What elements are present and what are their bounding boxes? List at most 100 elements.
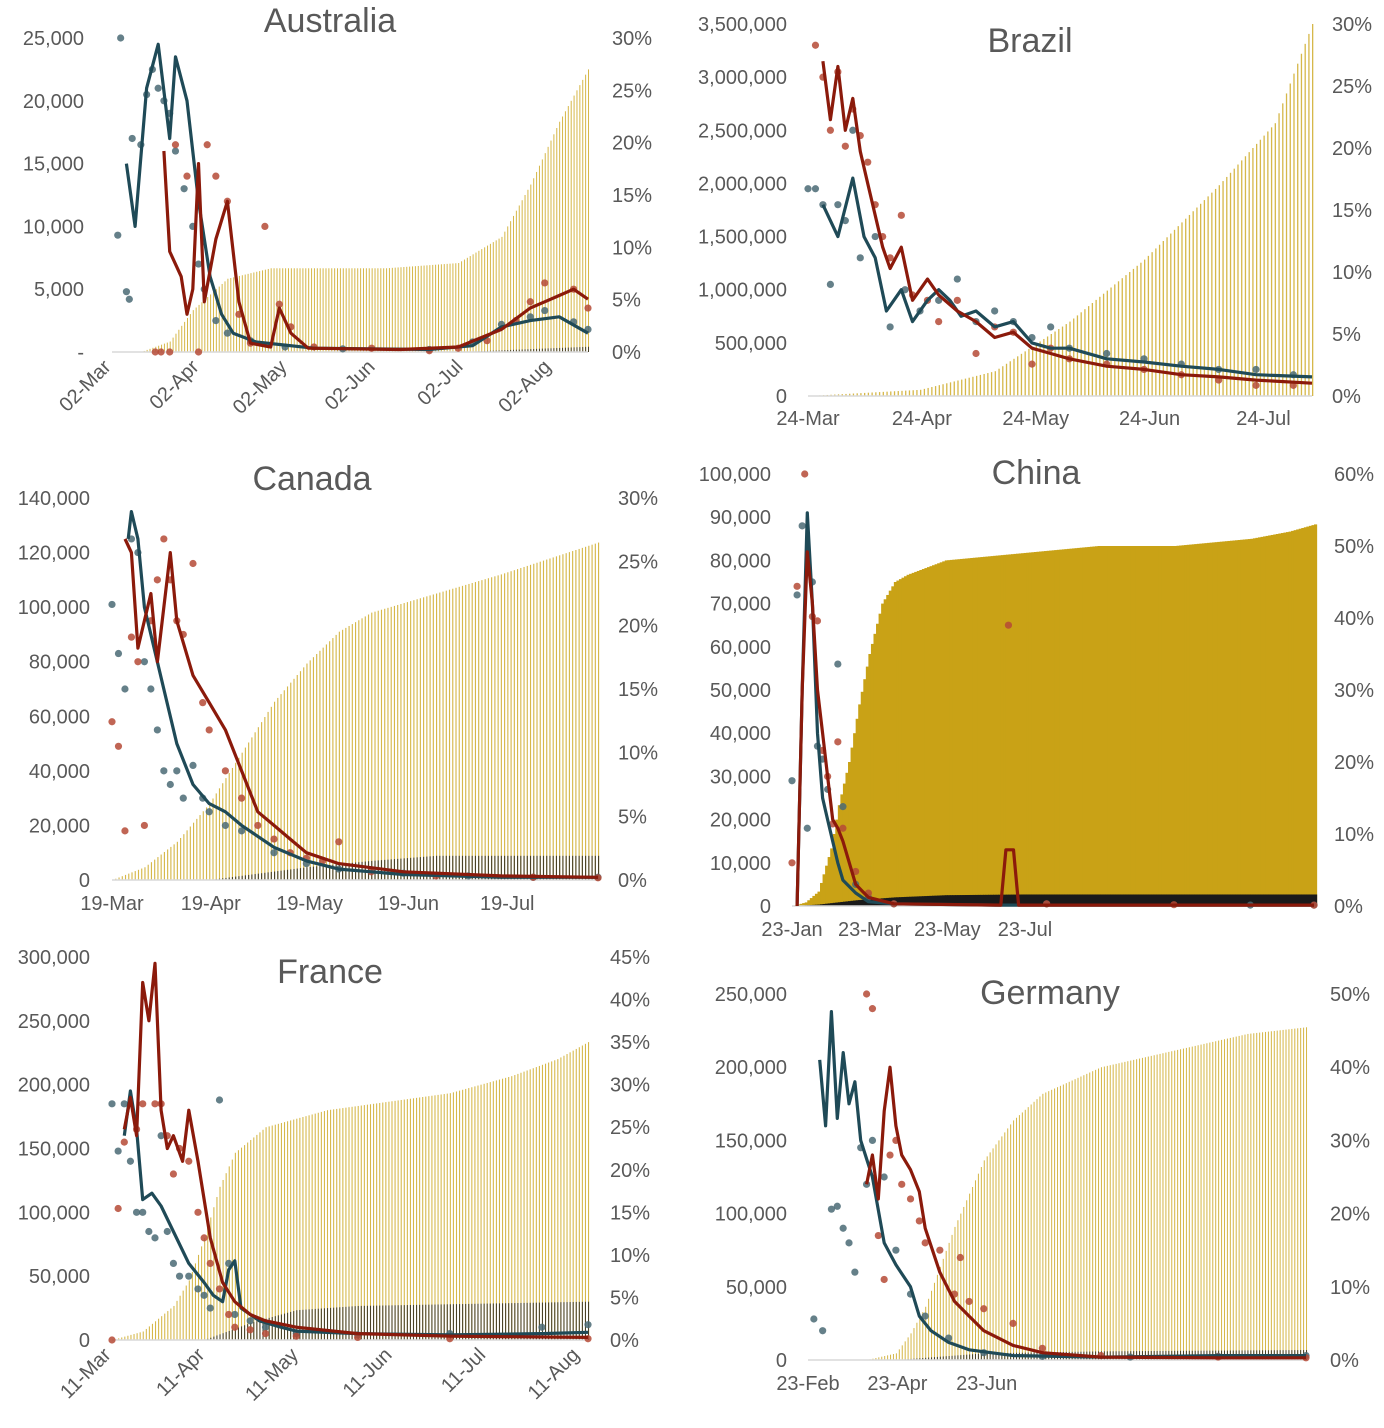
- pct-bar: [1278, 113, 1279, 396]
- red-dot: [189, 560, 196, 567]
- x-tick-label: 23-Apr: [867, 1373, 927, 1395]
- pct-bar: [913, 390, 914, 396]
- teal-dot: [141, 658, 148, 665]
- x-tick-label: 23-Feb: [776, 1373, 839, 1395]
- dark-bar: [966, 1355, 967, 1360]
- pct-bar: [1300, 1028, 1301, 1360]
- pct-bar: [499, 239, 500, 352]
- x-tick-label: 23-Jul: [998, 919, 1052, 941]
- pct-bar: [462, 586, 463, 880]
- red-dot: [254, 822, 261, 829]
- pct-bar: [1110, 288, 1111, 397]
- red-dot: [1252, 382, 1259, 389]
- y-right-tick-label: 10%: [618, 743, 658, 765]
- pct-bar: [137, 1333, 138, 1340]
- pct-bar: [1189, 215, 1190, 396]
- pct-bar: [376, 1103, 377, 1340]
- red-dot: [863, 990, 870, 997]
- pct-bar: [1148, 256, 1149, 396]
- pct-bar: [161, 855, 162, 880]
- dark-bar: [990, 1353, 991, 1360]
- pct-bar: [410, 1099, 411, 1340]
- red-dot: [108, 1336, 115, 1343]
- teal-series-line: [124, 1091, 588, 1335]
- red-dot: [115, 743, 122, 750]
- pct-bar: [325, 268, 326, 352]
- pct-bar: [969, 378, 970, 396]
- teal-dot: [247, 1317, 254, 1324]
- pct-bar: [579, 1047, 580, 1340]
- pct-bar: [293, 1120, 294, 1340]
- teal-dot: [869, 1137, 876, 1144]
- pct-bar: [1271, 1031, 1272, 1360]
- pct-bar: [931, 387, 932, 396]
- pct-bar: [352, 624, 353, 880]
- pct-bar: [582, 80, 583, 352]
- pct-bar: [332, 638, 333, 880]
- pct-bar: [1086, 1074, 1087, 1360]
- pct-bar: [357, 268, 358, 352]
- pct-bar: [193, 823, 194, 880]
- pct-bar: [380, 268, 381, 352]
- pct-bar: [1268, 1032, 1269, 1360]
- pct-bar: [1022, 1112, 1023, 1360]
- pct-bar: [998, 1140, 999, 1360]
- pct-bar: [138, 870, 139, 880]
- pct-bar: [374, 612, 375, 880]
- pct-bar: [174, 844, 175, 880]
- pct-bar: [1293, 74, 1294, 396]
- y-left-tick-label: 20,000: [29, 815, 90, 837]
- pct-bar: [398, 267, 399, 352]
- pct-bar: [946, 383, 947, 396]
- red-dot: [139, 1100, 146, 1107]
- y-left-tick-label: 3,500,000: [698, 14, 787, 36]
- chart-title: Germany: [980, 974, 1120, 1012]
- pct-bar: [297, 675, 298, 880]
- pct-bar: [1114, 284, 1115, 396]
- red-dot: [262, 1330, 269, 1337]
- pct-bar: [384, 609, 385, 880]
- pct-bar: [937, 1275, 938, 1360]
- x-tick-label: 11-Aug: [524, 1344, 584, 1404]
- pct-bar: [1206, 1043, 1207, 1360]
- teal-dot: [849, 127, 856, 134]
- pct-bar: [184, 322, 185, 352]
- pct-bar: [494, 576, 495, 880]
- pct-bar: [1218, 1041, 1219, 1360]
- pct-bar: [253, 1137, 254, 1340]
- pct-bar: [334, 268, 335, 352]
- pct-bar: [381, 610, 382, 880]
- pct-bar: [1201, 1045, 1202, 1360]
- pct-bar: [361, 1106, 362, 1340]
- teal-dot: [151, 1234, 158, 1241]
- pct-bar: [196, 308, 197, 352]
- pct-bar: [571, 101, 572, 352]
- pct-bar: [1051, 1090, 1052, 1360]
- pct-bar: [312, 1114, 313, 1340]
- teal-dot: [810, 1315, 817, 1322]
- pct-bar: [346, 268, 347, 352]
- pct-bar: [1089, 1073, 1090, 1360]
- pct-bar: [360, 268, 361, 352]
- teal-dot: [804, 825, 811, 832]
- pct-bar: [942, 384, 943, 396]
- pct-bar: [426, 265, 427, 352]
- pct-bars-australia: [144, 69, 589, 352]
- pct-bar: [1028, 1107, 1029, 1360]
- red-dot: [194, 1209, 201, 1216]
- pct-bar: [1036, 1099, 1037, 1360]
- pct-bar: [1221, 1040, 1222, 1360]
- dark-bar: [321, 1309, 322, 1340]
- pct-bar: [1072, 1081, 1073, 1360]
- pct-bar: [1077, 315, 1078, 396]
- pct-bar: [318, 1113, 319, 1340]
- pct-bar: [940, 1267, 941, 1360]
- pct-bar: [317, 268, 318, 352]
- pct-bar: [1098, 1069, 1099, 1360]
- pct-bar: [909, 390, 910, 396]
- pct-bar: [170, 847, 171, 880]
- teal-dot: [114, 232, 121, 239]
- pct-bar: [354, 268, 355, 352]
- red-dot: [154, 576, 161, 583]
- pct-bar: [536, 563, 537, 880]
